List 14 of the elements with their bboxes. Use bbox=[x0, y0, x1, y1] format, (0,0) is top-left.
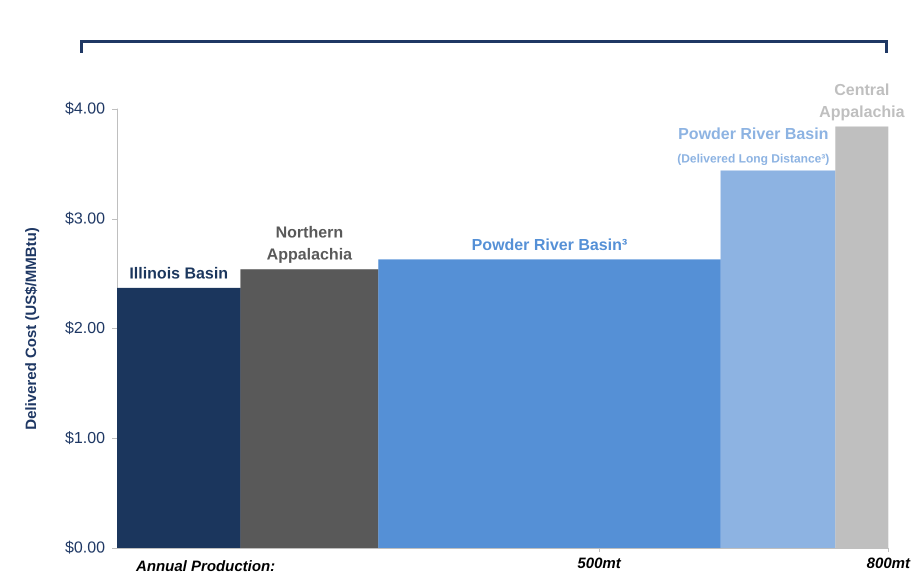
text: Annual Production: bbox=[135, 558, 276, 575]
annotation: Central Appalachia bbox=[819, 82, 905, 122]
y-tick-label: $0.00 bbox=[64, 540, 106, 556]
y-tick-label: $2.00 bbox=[64, 320, 106, 337]
x-tick-label: 800mt bbox=[866, 555, 912, 572]
annotation: Northern Appalachia bbox=[266, 224, 352, 264]
x-tick-label: 500mt bbox=[577, 555, 622, 572]
annotation: Powder River Basin (Delivered Long Distance³) bbox=[677, 126, 830, 166]
y-tick-label: $4.00 bbox=[64, 100, 106, 118]
annotation: Powder River Basin³ bbox=[472, 236, 628, 254]
annotation: Illinois Basin bbox=[129, 265, 228, 282]
y-axis-title: Delivered Cost (US$/MMBtu) bbox=[23, 227, 40, 430]
y-tick-label: $3.00 bbox=[64, 210, 106, 228]
y-tick-label: $1.00 bbox=[64, 430, 106, 447]
